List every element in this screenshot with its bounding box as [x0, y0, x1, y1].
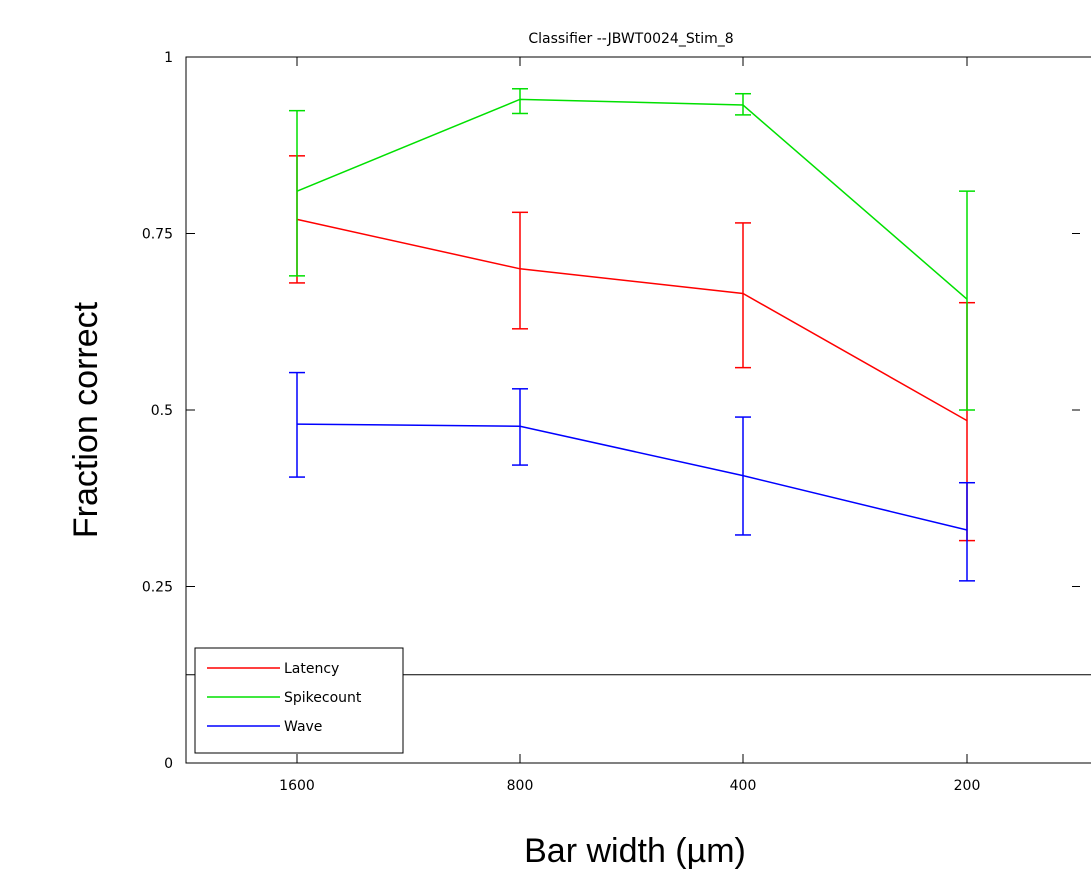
x-tick-label: 200	[954, 778, 981, 794]
legend: Latency Spikecount Wave	[194, 647, 404, 754]
y-axis: 0 0.25 0.5 0.75 1	[142, 50, 1080, 772]
legend-label: Latency	[284, 661, 339, 677]
legend-box	[194, 647, 404, 754]
y-axis-label: Fraction correct	[67, 301, 105, 538]
x-tick-label: 400	[730, 778, 757, 794]
y-tick-label: 1	[164, 50, 173, 66]
series-line	[296, 423, 968, 531]
series-group	[289, 88, 975, 582]
x-tick-label: 800	[507, 778, 534, 794]
x-axis: 1600 800 400 200	[279, 57, 980, 794]
series-latency	[289, 155, 975, 542]
series-spikecount	[289, 88, 975, 411]
x-axis-label: Bar width (µm)	[524, 832, 746, 870]
chart-title: Classifier --JBWT0024_Stim_8	[528, 31, 733, 47]
y-tick-label: 0.5	[151, 403, 173, 419]
series-line	[296, 98, 968, 300]
series-wave	[289, 371, 975, 582]
y-tick-label: 0.75	[142, 227, 173, 243]
x-tick-label: 1600	[279, 778, 315, 794]
y-tick-label: 0	[164, 756, 173, 772]
legend-label: Spikecount	[284, 690, 362, 706]
series-line	[296, 218, 968, 422]
plot-area: 0 0.25 0.5 0.75 1 1600 800 400 200 Latency Spike…	[142, 50, 1091, 794]
y-tick-label: 0.25	[142, 580, 173, 596]
legend-label: Wave	[284, 719, 322, 735]
